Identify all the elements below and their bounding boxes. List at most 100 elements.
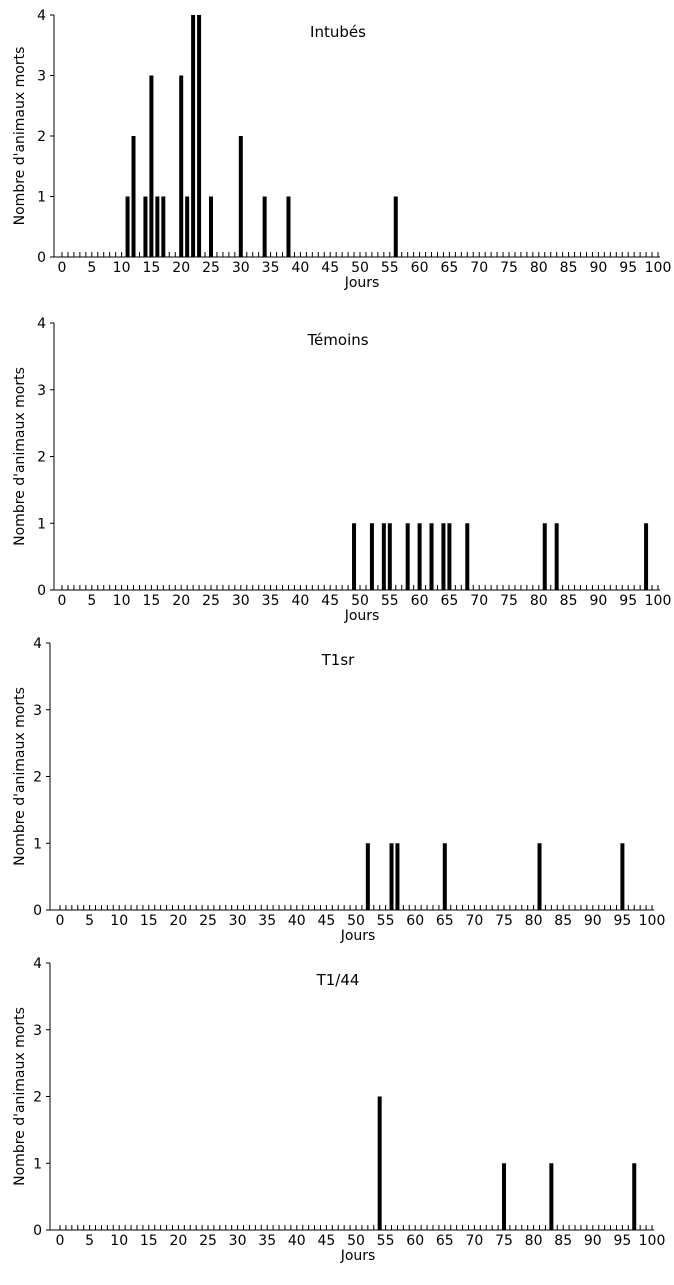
data-bar xyxy=(447,523,452,590)
x-tick-label: 35 xyxy=(258,1233,276,1249)
x-tick-label: 35 xyxy=(258,913,276,929)
y-tick-label: 2 xyxy=(37,129,46,145)
x-tick-label: 40 xyxy=(291,260,309,276)
x-tick-label: 100 xyxy=(645,260,672,276)
y-tick-label: 3 xyxy=(37,383,46,399)
x-tick-label: 0 xyxy=(56,913,65,929)
y-tick-label: 3 xyxy=(33,703,42,719)
x-tick-label: 35 xyxy=(262,593,280,609)
x-axis-label: Jours xyxy=(340,1248,376,1264)
data-bar xyxy=(125,196,130,257)
x-tick-label: 30 xyxy=(232,593,250,609)
y-tick-label: 4 xyxy=(37,8,46,24)
x-tick-label: 70 xyxy=(465,1233,483,1249)
chart-title: T1sr xyxy=(321,651,356,669)
y-tick-label: 0 xyxy=(37,250,46,266)
data-bar xyxy=(191,15,196,257)
data-bar xyxy=(465,523,470,590)
x-tick-label: 45 xyxy=(321,593,339,609)
x-tick-label: 10 xyxy=(110,913,128,929)
y-tick-label: 1 xyxy=(33,1156,42,1172)
chart-title: Témoins xyxy=(306,331,368,349)
x-tick-label: 65 xyxy=(440,260,458,276)
y-tick-label: 0 xyxy=(33,903,42,919)
data-bar xyxy=(389,843,394,910)
x-tick-label: 100 xyxy=(639,1233,666,1249)
y-tick-label: 3 xyxy=(37,69,46,85)
x-tick-label: 50 xyxy=(351,260,369,276)
x-tick-label: 90 xyxy=(584,913,602,929)
x-tick-label: 40 xyxy=(288,913,306,929)
x-tick-label: 5 xyxy=(85,1233,94,1249)
x-tick-label: 95 xyxy=(613,913,631,929)
data-bar xyxy=(161,196,166,257)
x-tick-label: 5 xyxy=(87,593,96,609)
x-tick-label: 0 xyxy=(58,260,67,276)
data-bar xyxy=(286,196,291,257)
x-tick-label: 25 xyxy=(199,1233,217,1249)
y-tick-label: 1 xyxy=(37,516,46,532)
x-tick-label: 75 xyxy=(500,260,518,276)
x-tick-label: 65 xyxy=(436,913,454,929)
x-tick-label: 15 xyxy=(142,260,160,276)
x-tick-label: 25 xyxy=(202,260,220,276)
data-bar xyxy=(155,196,160,257)
x-tick-label: 60 xyxy=(406,913,424,929)
data-bar xyxy=(417,523,422,590)
x-tick-label: 65 xyxy=(436,1233,454,1249)
x-axis-label: Jours xyxy=(344,608,380,624)
x-tick-label: 20 xyxy=(169,1233,187,1249)
data-bar xyxy=(369,523,374,590)
y-tick-label: 1 xyxy=(33,836,42,852)
data-bar xyxy=(365,843,370,910)
y-tick-label: 3 xyxy=(33,1023,42,1039)
data-bar xyxy=(393,196,398,257)
y-tick-label: 1 xyxy=(37,190,46,206)
data-bar xyxy=(185,196,190,257)
x-tick-label: 75 xyxy=(500,593,518,609)
x-tick-label: 10 xyxy=(113,593,131,609)
x-tick-label: 0 xyxy=(56,1233,65,1249)
x-tick-label: 50 xyxy=(347,1233,365,1249)
data-bar xyxy=(377,1096,382,1230)
x-tick-label: 0 xyxy=(58,593,67,609)
x-tick-label: 20 xyxy=(169,913,187,929)
y-tick-label: 0 xyxy=(33,1223,42,1239)
y-axis-label: Nombre d'animaux morts xyxy=(12,367,28,546)
y-tick-label: 2 xyxy=(33,770,42,786)
data-bar xyxy=(549,1163,554,1230)
x-tick-label: 80 xyxy=(525,913,543,929)
x-tick-label: 15 xyxy=(142,593,160,609)
y-tick-label: 4 xyxy=(33,636,42,652)
x-tick-label: 95 xyxy=(619,593,637,609)
x-tick-label: 85 xyxy=(554,1233,572,1249)
x-tick-label: 70 xyxy=(465,913,483,929)
x-tick-label: 95 xyxy=(613,1233,631,1249)
x-tick-label: 55 xyxy=(381,260,399,276)
x-tick-label: 85 xyxy=(560,593,578,609)
x-axis-label: Jours xyxy=(340,928,376,944)
data-bar xyxy=(442,843,447,910)
x-tick-label: 45 xyxy=(321,260,339,276)
x-tick-label: 5 xyxy=(87,260,96,276)
y-tick-label: 2 xyxy=(33,1090,42,1106)
x-tick-label: 80 xyxy=(530,260,548,276)
data-bar xyxy=(262,196,267,257)
y-axis-label: Nombre d'animaux morts xyxy=(12,47,28,226)
data-bar xyxy=(149,75,154,257)
x-tick-label: 35 xyxy=(262,260,280,276)
x-tick-label: 40 xyxy=(288,1233,306,1249)
x-tick-label: 50 xyxy=(351,593,369,609)
x-tick-label: 45 xyxy=(317,1233,335,1249)
data-bar xyxy=(554,523,559,590)
x-tick-label: 55 xyxy=(377,913,395,929)
x-tick-label: 70 xyxy=(470,260,488,276)
data-bar xyxy=(395,843,400,910)
x-tick-label: 10 xyxy=(113,260,131,276)
data-bar xyxy=(131,136,136,257)
data-bar xyxy=(429,523,434,590)
x-tick-label: 55 xyxy=(377,1233,395,1249)
x-tick-label: 10 xyxy=(110,1233,128,1249)
x-tick-label: 100 xyxy=(639,913,666,929)
